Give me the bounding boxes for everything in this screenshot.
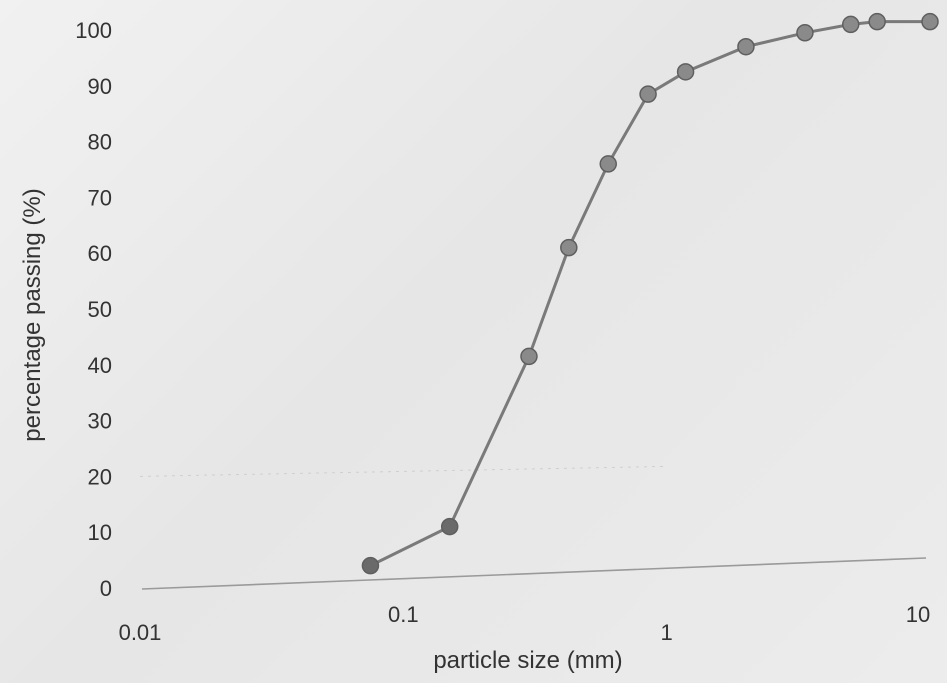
data-point	[868, 12, 886, 31]
faint-guide-line	[139, 465, 667, 477]
y-tick-label: 40	[88, 353, 112, 378]
y-tick-label: 0	[100, 576, 112, 601]
data-point	[841, 15, 860, 34]
data-point	[361, 556, 380, 575]
x-axis-ticks: 0.01 0.1 1 10	[119, 602, 931, 645]
series-line	[369, 20, 930, 568]
y-tick-label: 80	[88, 130, 112, 155]
x-tick-label: 0.01	[119, 620, 162, 645]
data-point	[639, 85, 657, 103]
y-tick-label: 70	[88, 185, 112, 210]
y-tick-label: 20	[88, 464, 112, 489]
y-axis-ticks: 0 10 20 30 40 50 60 70 80 90 100	[75, 18, 112, 601]
data-point	[599, 155, 617, 173]
y-tick-label: 30	[88, 409, 112, 434]
data-point	[440, 517, 459, 536]
x-tick-label: 0.1	[388, 602, 419, 627]
y-tick-label: 100	[75, 18, 112, 43]
data-point	[560, 238, 578, 257]
data-point	[796, 24, 814, 42]
x-axis-line	[141, 557, 927, 590]
x-tick-label: 1	[661, 620, 673, 645]
x-axis-title: particle size (mm)	[433, 647, 622, 674]
y-tick-label: 60	[88, 241, 112, 266]
data-point	[737, 37, 755, 56]
faint-guide-lines	[139, 465, 667, 477]
x-tick-label: 10	[906, 602, 930, 627]
y-tick-label: 50	[88, 297, 112, 322]
series-points	[361, 12, 939, 575]
y-axis-title: percentage passing (%)	[19, 188, 46, 441]
data-point	[921, 12, 939, 31]
data-point	[676, 63, 695, 81]
data-point	[520, 347, 538, 366]
y-tick-label: 10	[88, 520, 112, 545]
y-tick-label: 90	[88, 74, 112, 99]
